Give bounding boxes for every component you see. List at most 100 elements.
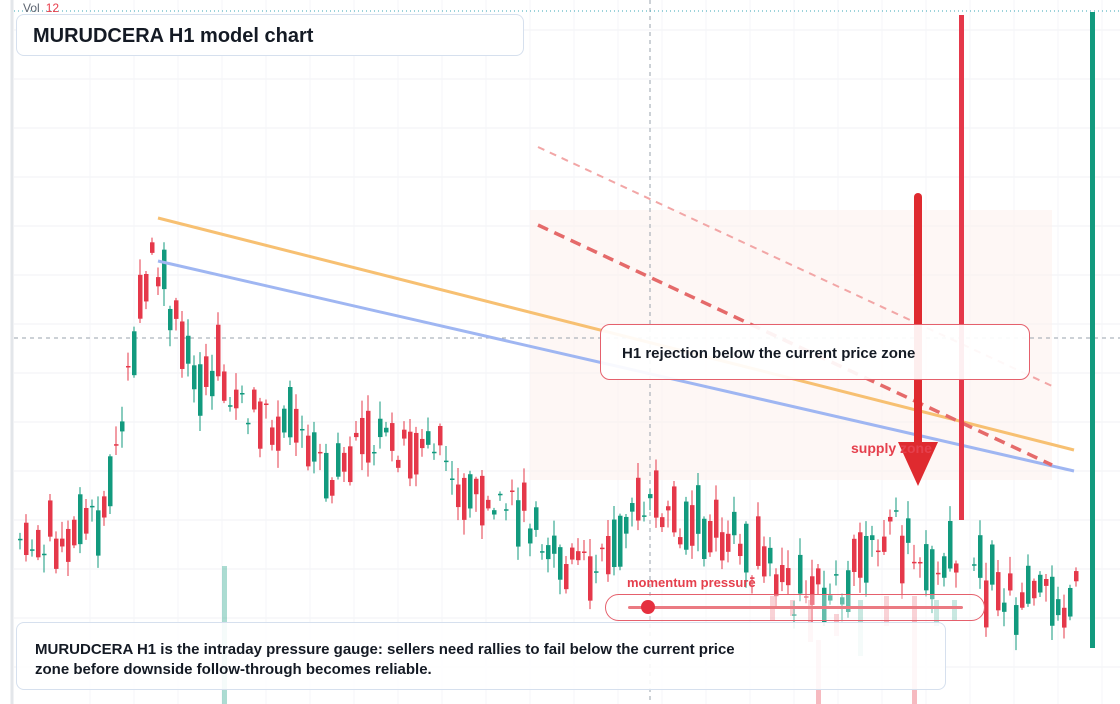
bull-candle [186, 335, 191, 364]
bull-candle [282, 408, 287, 433]
bull-candle [1014, 605, 1019, 635]
bull-candle [1038, 574, 1043, 593]
bear-candle [900, 535, 905, 584]
bull-candle [732, 511, 737, 536]
bear-candle [36, 529, 41, 558]
bull-candle [840, 597, 845, 605]
bear-candle [60, 538, 65, 547]
bull-candle [18, 538, 23, 541]
bull-candle [192, 365, 197, 390]
bull-candle [612, 519, 617, 568]
bear-candle [474, 478, 479, 495]
chart-title: MURUDCERA H1 model chart [33, 25, 314, 47]
bear-candle [84, 507, 89, 534]
bear-candle [996, 572, 1001, 611]
description-card: MURUDCERA H1 is the intraday pressure ga… [16, 622, 946, 690]
bear-candle [144, 274, 149, 302]
bear-candle [576, 551, 581, 561]
bear-candle [582, 551, 587, 553]
bull-candle [978, 535, 983, 578]
bull-candle [942, 556, 947, 578]
volume-value: 12 [45, 1, 60, 15]
bull-candle [828, 595, 833, 601]
bear-candle [330, 480, 335, 496]
bear-candle [654, 470, 659, 518]
bull-candle [552, 535, 557, 554]
bear-candle [804, 596, 809, 598]
bull-candle [546, 545, 551, 560]
bear-candle [1032, 580, 1037, 599]
bull-candle [768, 547, 773, 564]
bull-candle [108, 456, 113, 507]
bear-candle [366, 410, 371, 463]
bull-candle [630, 503, 635, 512]
bear-candle [234, 389, 239, 409]
bull-candle [288, 387, 293, 438]
bull-candle [1050, 576, 1055, 626]
bear-candle [660, 517, 665, 528]
bear-candle [606, 536, 611, 575]
bull-candle [246, 422, 251, 425]
bull-candle [120, 421, 125, 432]
bear-candle [762, 546, 767, 577]
bull-candle [492, 510, 497, 515]
bear-candle [714, 499, 719, 538]
bull-candle [1056, 599, 1061, 616]
bull-candle [924, 544, 929, 591]
bear-candle [48, 500, 53, 537]
bear-candle [756, 516, 761, 566]
bull-candle [744, 523, 749, 573]
bear-candle [600, 547, 605, 550]
bear-candle [672, 486, 677, 533]
bull-candle [834, 574, 839, 576]
bear-candle [888, 516, 893, 522]
momentum-gauge[interactable] [605, 594, 985, 621]
bear-candle [138, 274, 143, 319]
bull-candle [336, 443, 341, 477]
bear-candle [180, 321, 185, 369]
bull-candle [300, 428, 305, 431]
momentum-label: momentum pressure [627, 575, 756, 590]
bear-candle [354, 432, 359, 438]
gauge-track [628, 606, 963, 609]
rejection-callout: H1 rejection below the current price zon… [600, 324, 1030, 380]
bear-candle [318, 451, 323, 454]
bear-candle [1074, 571, 1079, 582]
bull-candle [846, 570, 851, 613]
gauge-knob[interactable] [640, 600, 655, 614]
bear-candle [876, 550, 881, 553]
bull-candle [870, 535, 875, 541]
bear-candle [24, 522, 29, 556]
bull-candle [864, 535, 869, 583]
bear-candle [438, 425, 443, 446]
volume-label: Vol [23, 1, 40, 15]
bear-candle [780, 565, 785, 583]
bear-candle [636, 477, 641, 521]
bear-candle [420, 438, 425, 449]
bear-candle [954, 563, 959, 573]
bull-candle [1026, 565, 1031, 604]
bull-candle [324, 452, 329, 499]
bear-candle [66, 528, 71, 562]
bear-candle [1008, 573, 1013, 591]
bear-candle [480, 475, 485, 526]
bull-candle [372, 451, 377, 454]
bear-candle [918, 561, 923, 564]
bear-candle [936, 572, 941, 575]
bear-candle [102, 496, 107, 518]
bear-candle [408, 431, 413, 479]
down-arrow-icon [898, 193, 938, 486]
bear-candle [216, 324, 221, 377]
bull-candle [210, 370, 215, 397]
bear-candle [816, 568, 821, 585]
bear-candle [1062, 607, 1067, 628]
bull-candle [240, 393, 245, 395]
bear-candle [678, 537, 683, 545]
bear-candle [882, 536, 887, 552]
bear-candle [786, 568, 791, 586]
bull-candle [540, 551, 545, 553]
bull-candle [30, 549, 35, 551]
bear-candle [456, 484, 461, 508]
bull-candle [312, 432, 317, 462]
bear-candle [156, 277, 161, 287]
